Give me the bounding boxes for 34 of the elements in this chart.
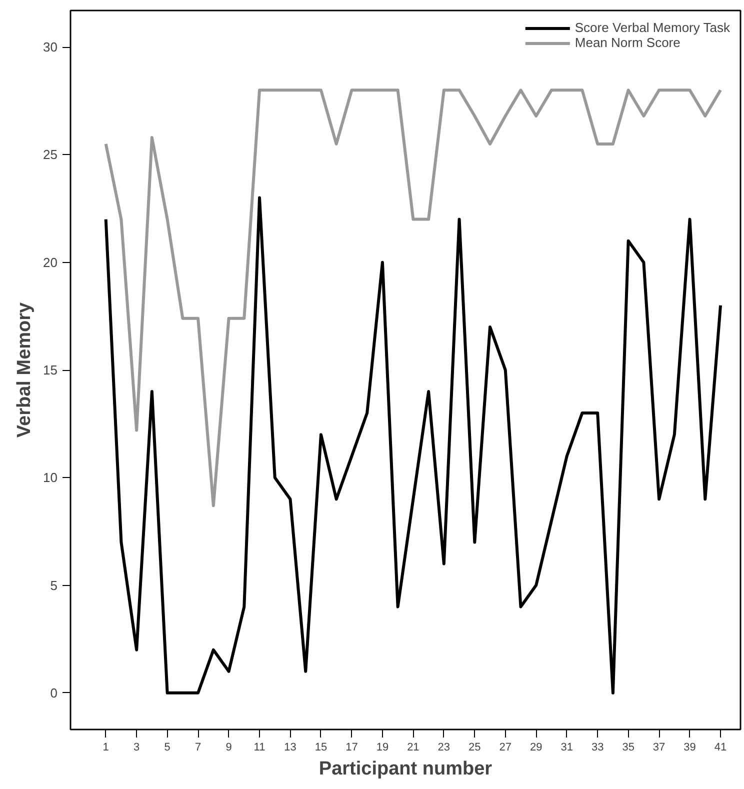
y-tick-label: 25 [43, 147, 58, 162]
line-series [104, 88, 722, 508]
x-tick-label: 15 [314, 742, 328, 754]
x-tick-label: 11 [254, 742, 266, 754]
x-tick-label: 19 [376, 742, 389, 754]
x-tick-label: 7 [194, 742, 202, 754]
y-tick-label: 10 [43, 470, 58, 486]
x-tick-label: 41 [714, 742, 727, 754]
y-tick-label: 30 [43, 40, 58, 55]
x-tick-label: 31 [560, 742, 573, 754]
x-axis-title: Participant number [318, 758, 493, 780]
x-tick-label: 29 [530, 742, 542, 754]
x-tick-label: 37 [652, 742, 666, 754]
x-tick-label: 25 [468, 742, 481, 754]
x-tick-label: 33 [591, 742, 604, 754]
x-tick-label: 35 [622, 742, 634, 754]
x-tick-label: 5 [164, 742, 170, 754]
y-tick-label: 5 [50, 578, 58, 593]
x-tick-label: 1 [102, 742, 109, 754]
x-tick-label: 9 [226, 742, 232, 754]
legend-label: Mean Norm Score [574, 35, 680, 50]
x-tick-label: 39 [684, 742, 696, 754]
legend-label: Score Verbal Memory Task [574, 20, 730, 35]
x-tick-label: 13 [284, 742, 296, 754]
x-tick-label: 27 [499, 742, 512, 754]
x-tick-label: 21 [407, 742, 420, 754]
y-tick-label: 0 [50, 685, 58, 700]
x-tick-label: 3 [134, 742, 140, 754]
x-tick-label: 17 [346, 742, 358, 754]
y-tick-label: 20 [43, 254, 58, 270]
x-tick-label: 23 [438, 742, 450, 754]
y-tick-label: 15 [43, 362, 58, 378]
line-series [104, 196, 722, 694]
y-axis-title: Verbal Memory [14, 302, 36, 438]
